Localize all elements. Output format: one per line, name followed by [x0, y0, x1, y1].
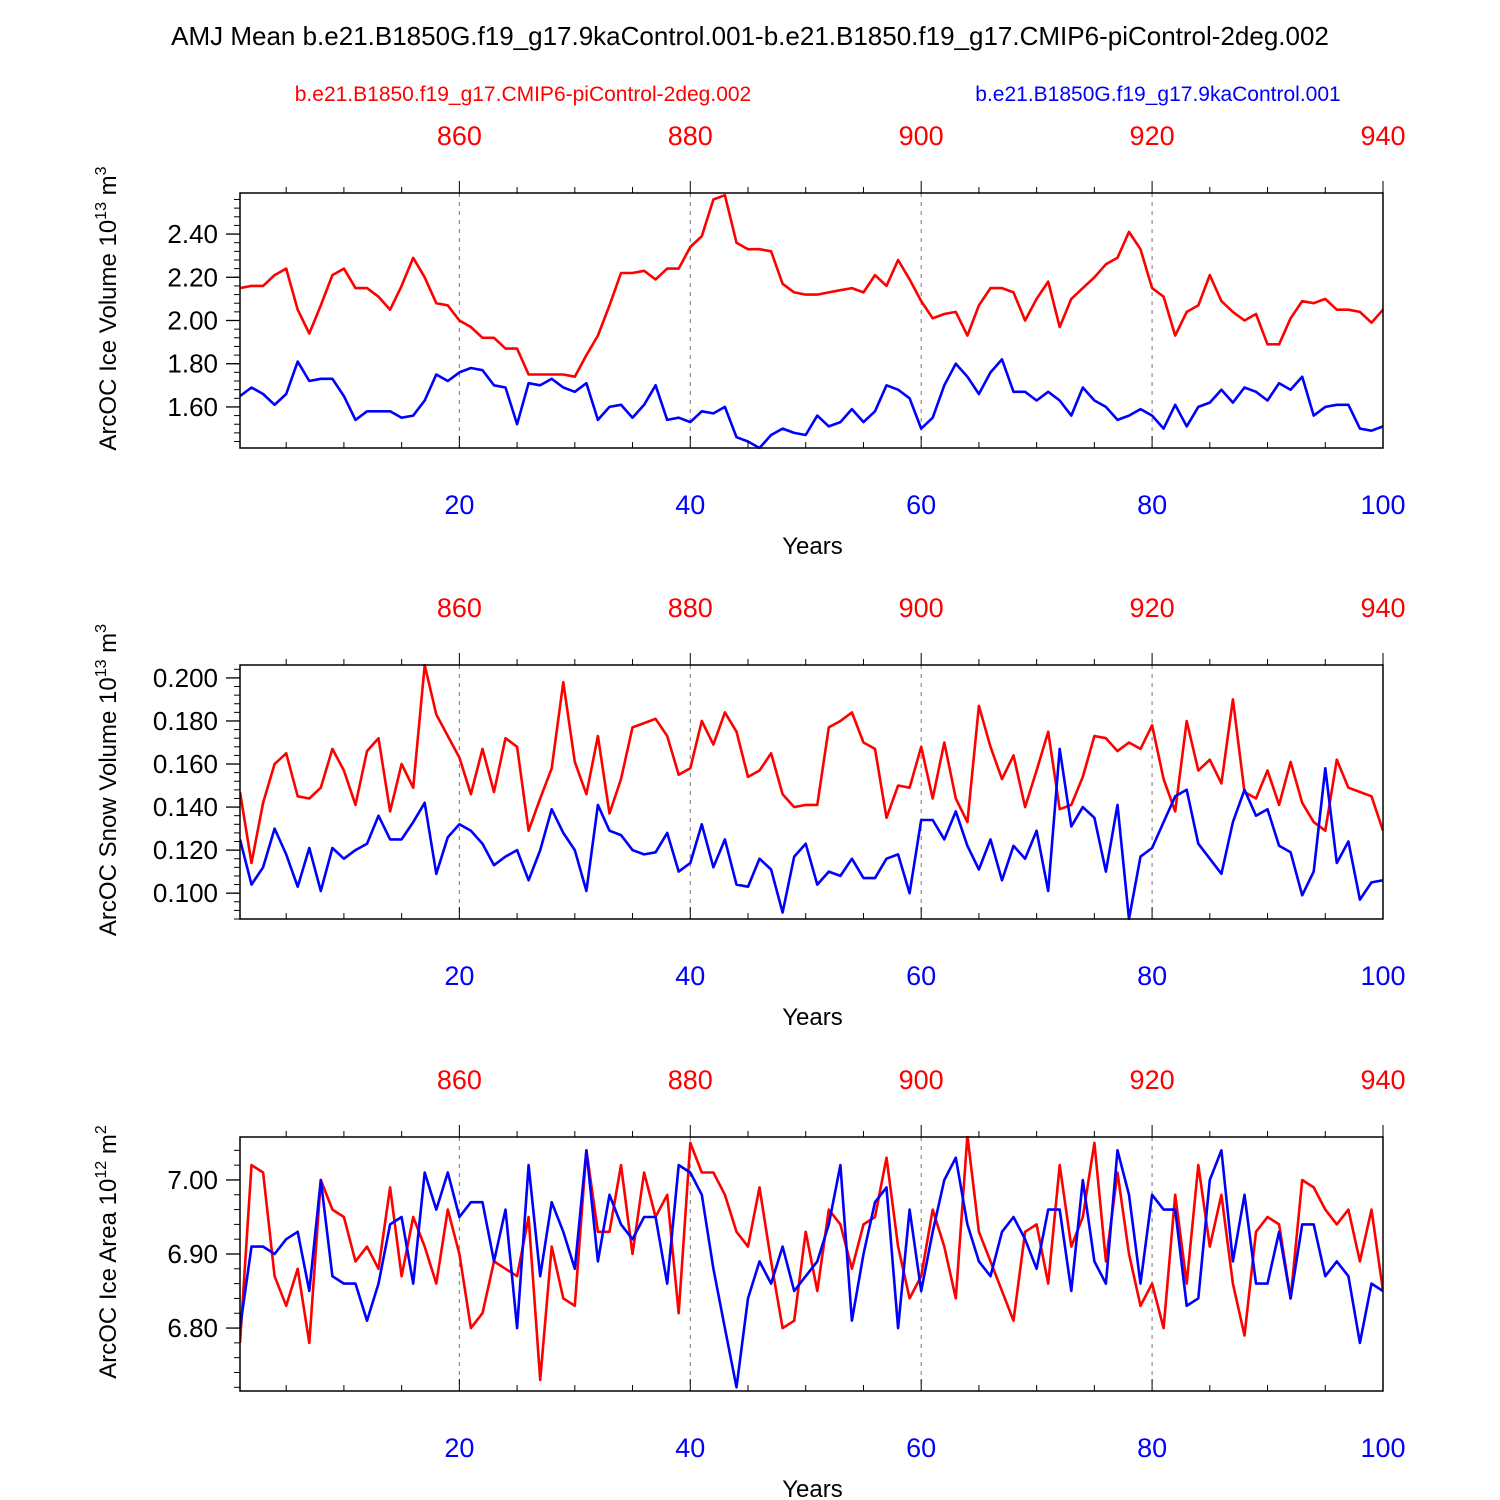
series-line-blue: [240, 1149, 1383, 1389]
y-tick-label: 0.140: [153, 792, 218, 822]
y-tick-label: 2.20: [167, 262, 218, 292]
y-axis-label-text: ArcOC Ice Area 10: [95, 1179, 122, 1379]
x-top-tick-label: 940: [1360, 121, 1405, 151]
series-line-blue: [240, 358, 1383, 449]
y-tick-label: 1.80: [167, 349, 218, 379]
x-bottom-tick-label: 100: [1360, 490, 1405, 520]
x-bottom-tick-label: 40: [675, 490, 705, 520]
x-bottom-tick-label: 20: [444, 961, 474, 991]
y-axis-label: ArcOC Ice Area 1012 m2: [93, 1125, 122, 1379]
x-top-tick-label: 860: [437, 121, 482, 151]
y-tick-label: 6.80: [167, 1313, 218, 1343]
x-top-tick-label: 940: [1360, 1065, 1405, 1095]
y-tick-label: 2.40: [167, 219, 218, 249]
y-tick-label: 2.00: [167, 306, 218, 336]
y-axis-label-exponent: 12: [93, 1161, 110, 1179]
y-axis-label-exponent: 13: [93, 659, 110, 677]
y-axis-label-exponent: 3: [93, 624, 110, 633]
x-axis-label: Years: [782, 1476, 843, 1500]
y-tick-label: 7.00: [167, 1165, 218, 1195]
y-axis-label-exponent: 13: [93, 202, 110, 220]
x-top-tick-label: 860: [437, 593, 482, 623]
y-tick-label: 0.200: [153, 663, 218, 693]
x-bottom-tick-label: 60: [906, 490, 936, 520]
x-bottom-tick-label: 80: [1137, 961, 1167, 991]
x-top-tick-label: 860: [437, 1065, 482, 1095]
x-bottom-tick-label: 20: [444, 1433, 474, 1463]
x-bottom-tick-label: 60: [906, 1433, 936, 1463]
x-top-tick-label: 940: [1360, 593, 1405, 623]
x-bottom-tick-label: 80: [1137, 1433, 1167, 1463]
y-tick-label: 1.60: [167, 392, 218, 422]
x-top-tick-label: 920: [1130, 121, 1175, 151]
legend-blue-label: b.e21.B1850G.f19_g17.9kaControl.001: [975, 83, 1340, 106]
series-line-blue: [240, 747, 1383, 920]
x-bottom-tick-label: 60: [906, 961, 936, 991]
x-top-tick-label: 880: [668, 593, 713, 623]
y-tick-label: 0.100: [153, 878, 218, 908]
x-top-tick-label: 880: [668, 121, 713, 151]
y-axis-label-text: m: [95, 633, 122, 660]
y-axis-label: ArcOC Snow Volume 1013 m3: [93, 624, 122, 936]
y-axis-label: ArcOC Ice Volume 1013 m3: [93, 166, 122, 450]
plot-frame: [239, 1136, 1384, 1392]
series-line-red: [240, 664, 1383, 865]
x-top-tick-label: 900: [899, 121, 944, 151]
y-axis-label-exponent: 3: [93, 166, 110, 175]
panel-2: 0.100 0.120 0.140 0.160 0.180 0.200 20 40 60 80 10…: [93, 593, 1406, 1031]
x-top-tick-label: 920: [1130, 593, 1175, 623]
y-tick-label: 6.90: [167, 1239, 218, 1269]
panel-1: 1.60 1.80 2.00 2.20 2.40 20 40 60 80 100 860 880 900…: [93, 121, 1406, 560]
plot-frame: [239, 664, 1384, 920]
y-tick-label: 0.160: [153, 749, 218, 779]
chart-title: AMJ Mean b.e21.B1850G.f19_g17.9kaControl…: [171, 21, 1329, 51]
x-bottom-tick-label: 40: [675, 961, 705, 991]
x-bottom-tick-label: 20: [444, 490, 474, 520]
x-bottom-tick-label: 80: [1137, 490, 1167, 520]
series-line-red: [240, 1136, 1383, 1382]
panel-3: 6.80 6.90 7.00 20 40 60 80 100 860 880 900 920 940 Ye…: [93, 1065, 1406, 1500]
x-axis-label: Years: [782, 533, 843, 560]
y-tick-label: 0.180: [153, 706, 218, 736]
y-axis-label-text: ArcOC Snow Volume 10: [95, 677, 122, 936]
x-top-tick-label: 900: [899, 593, 944, 623]
y-axis-label-text: ArcOC Ice Volume 10: [95, 220, 122, 451]
x-axis-label: Years: [782, 1004, 843, 1031]
x-top-tick-label: 920: [1130, 1065, 1175, 1095]
x-bottom-tick-label: 100: [1360, 1433, 1405, 1463]
x-bottom-tick-label: 40: [675, 1433, 705, 1463]
series-line-red: [240, 193, 1383, 379]
y-axis-label-text: m: [95, 175, 122, 202]
y-axis-label-text: m: [95, 1134, 122, 1161]
y-axis-label-exponent: 2: [93, 1125, 110, 1134]
x-top-tick-label: 900: [899, 1065, 944, 1095]
legend-red-label: b.e21.B1850.f19_g17.CMIP6-piControl-2deg…: [295, 83, 751, 106]
y-tick-label: 0.120: [153, 835, 218, 865]
x-top-tick-label: 880: [668, 1065, 713, 1095]
x-bottom-tick-label: 100: [1360, 961, 1405, 991]
